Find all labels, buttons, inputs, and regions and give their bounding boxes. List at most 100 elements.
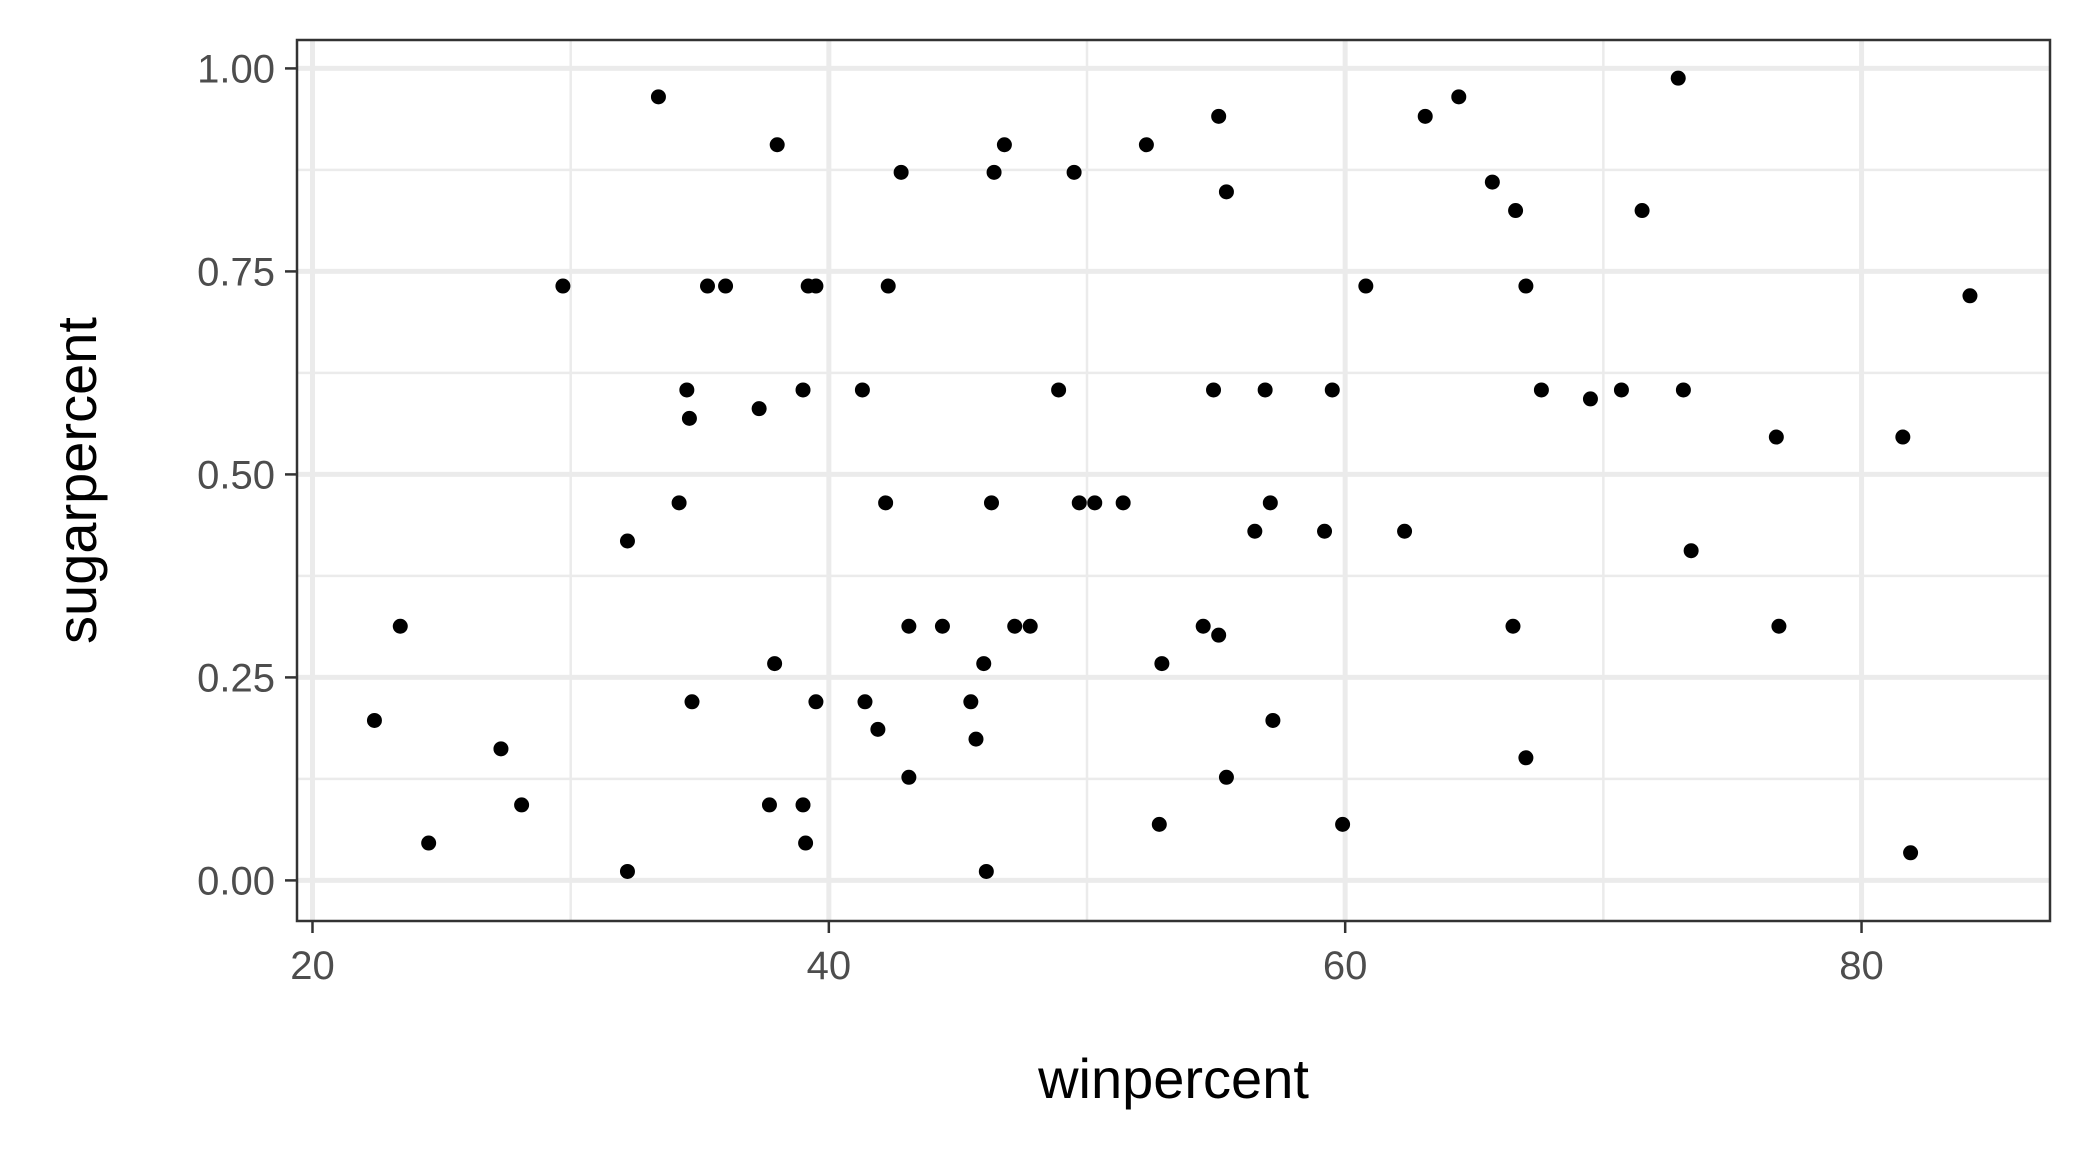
data-point	[767, 656, 783, 672]
x-tick-label: 20	[290, 944, 335, 988]
data-point	[650, 89, 666, 105]
data-point	[901, 769, 917, 785]
y-tick-label: 0.75	[197, 250, 275, 294]
data-point	[870, 721, 886, 737]
plot-border	[295, 38, 2052, 923]
data-point	[1518, 750, 1534, 766]
data-point	[1533, 382, 1549, 398]
plot-background	[297, 40, 2050, 921]
data-point	[1613, 382, 1629, 398]
data-point	[1397, 523, 1413, 539]
data-point	[1451, 89, 1467, 105]
data-point	[808, 278, 824, 294]
grid-lines	[297, 40, 2050, 921]
data-point	[978, 863, 994, 879]
data-point	[1582, 391, 1598, 407]
data-point	[968, 731, 984, 747]
data-point	[699, 278, 715, 294]
data-point	[976, 656, 992, 672]
data-point	[392, 618, 408, 634]
data-point	[1071, 495, 1087, 511]
data-point	[1262, 495, 1278, 511]
data-point	[1518, 278, 1534, 294]
data-point	[1324, 382, 1340, 398]
data-point	[1007, 618, 1023, 634]
data-point	[681, 410, 697, 426]
data-point	[996, 137, 1012, 153]
data-point	[934, 618, 950, 634]
data-point	[795, 797, 811, 813]
data-point	[1154, 656, 1170, 672]
data-point	[366, 712, 382, 728]
data-point	[1335, 816, 1351, 832]
y-tick-label: 1.00	[197, 47, 275, 91]
data-point	[854, 382, 870, 398]
data-point	[901, 618, 917, 634]
plot-panel	[297, 40, 2050, 921]
data-point	[1195, 618, 1211, 634]
data-points	[366, 70, 1978, 879]
data-point	[671, 495, 687, 511]
data-point	[986, 164, 1002, 180]
data-point	[493, 741, 509, 757]
data-point	[1358, 278, 1374, 294]
data-point	[857, 694, 873, 710]
data-point	[1484, 174, 1500, 190]
data-point	[1417, 108, 1433, 124]
x-tick-label: 60	[1323, 944, 1368, 988]
data-point	[1087, 495, 1103, 511]
data-point	[555, 278, 571, 294]
data-point	[880, 278, 896, 294]
data-point	[1051, 382, 1067, 398]
y-axis: 0.00 0.25 0.50 0.75 1.00	[197, 47, 297, 903]
data-point	[1508, 203, 1524, 219]
data-point	[893, 164, 909, 180]
data-point	[1211, 108, 1227, 124]
data-point	[421, 835, 437, 851]
data-point	[718, 278, 734, 294]
data-point	[808, 694, 824, 710]
data-point	[1683, 543, 1699, 559]
data-point	[514, 797, 530, 813]
data-point	[878, 495, 894, 511]
data-point	[1115, 495, 1131, 511]
data-point	[619, 533, 635, 549]
data-point	[1962, 288, 1978, 304]
data-point	[1265, 712, 1281, 728]
x-axis-title: winpercent	[1037, 1047, 1309, 1110]
data-point	[769, 137, 785, 153]
data-point	[1022, 618, 1038, 634]
data-point	[1257, 382, 1273, 398]
data-point	[1218, 769, 1234, 785]
x-axis: 20 40 60 80	[290, 921, 1884, 988]
data-point	[679, 382, 695, 398]
y-axis-title: sugarpercent	[45, 317, 108, 644]
data-point	[1634, 203, 1650, 219]
data-point	[1211, 627, 1227, 643]
x-tick-label: 80	[1839, 944, 1884, 988]
data-point	[983, 495, 999, 511]
data-point	[619, 863, 635, 879]
data-point	[1505, 618, 1521, 634]
data-point	[1138, 137, 1154, 153]
y-tick-label: 0.50	[197, 453, 275, 497]
data-point	[1206, 382, 1222, 398]
data-point	[795, 382, 811, 398]
data-point	[798, 835, 814, 851]
data-point	[761, 797, 777, 813]
x-tick-label: 40	[807, 944, 852, 988]
data-point	[684, 694, 700, 710]
data-point	[1218, 184, 1234, 200]
data-point	[1066, 164, 1082, 180]
data-point	[1895, 429, 1911, 445]
data-point	[751, 401, 767, 417]
data-point	[1768, 429, 1784, 445]
data-point	[1247, 523, 1263, 539]
data-point	[1317, 523, 1333, 539]
data-point	[1771, 618, 1787, 634]
y-tick-label: 0.00	[197, 859, 275, 903]
data-point	[1675, 382, 1691, 398]
data-point	[963, 694, 979, 710]
data-point	[1670, 70, 1686, 86]
